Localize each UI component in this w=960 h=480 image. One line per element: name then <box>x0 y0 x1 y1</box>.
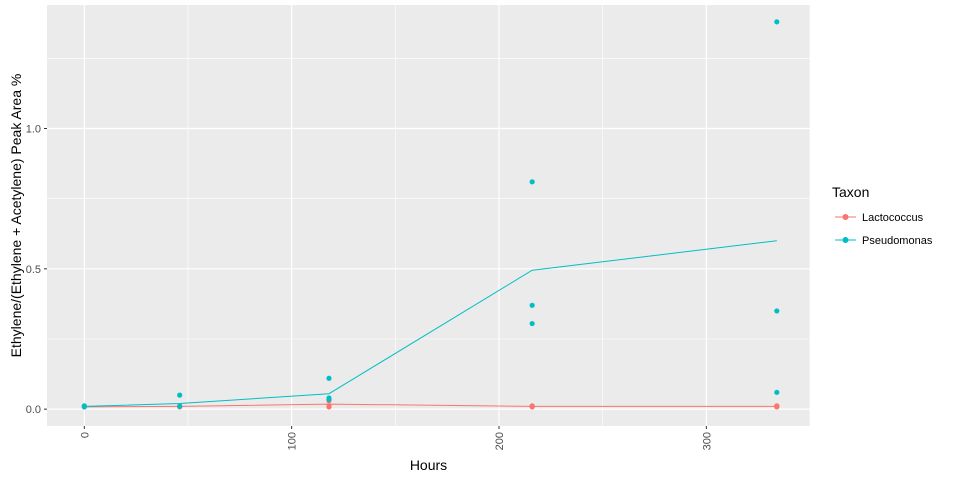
legend-label-lactococcus: Lactococcus <box>862 212 924 224</box>
plot-background <box>47 5 810 426</box>
data-point-pseudomonas <box>177 392 183 398</box>
x-axis-title: Hours <box>410 457 447 473</box>
y-tick-label: 0.0 <box>26 404 41 416</box>
data-point-pseudomonas <box>529 302 535 308</box>
legend-title: Taxon <box>832 184 869 200</box>
series-pseudomonas <box>81 19 780 410</box>
grid <box>47 5 811 426</box>
data-point-pseudomonas <box>774 19 780 25</box>
y-tick-label: 1.0 <box>26 123 41 135</box>
data-point-pseudomonas <box>529 320 535 327</box>
x-tick-label: 0 <box>79 432 91 438</box>
data-point-lactococcus <box>326 403 332 409</box>
legend-item-pseudomonas: Pseudomonas <box>835 235 933 247</box>
x-tick-label: 300 <box>701 432 713 450</box>
data-point-pseudomonas <box>529 179 535 185</box>
data-point-pseudomonas <box>81 403 87 409</box>
data-point-pseudomonas <box>774 308 780 314</box>
data-point-pseudomonas <box>177 403 183 409</box>
axes: 0 100 200 300 0.0 0.5 1.0 <box>26 123 714 450</box>
legend: Taxon Lactococcus Pseudomonas <box>832 184 933 247</box>
data-point-pseudomonas <box>326 396 332 402</box>
y-tick-label: 0.5 <box>26 264 41 276</box>
x-tick-label: 100 <box>287 432 299 450</box>
legend-key-point-pseudomonas <box>842 237 849 243</box>
data-point-lactococcus <box>529 403 535 409</box>
data-point-pseudomonas <box>326 375 332 381</box>
y-axis-title: Ethylene/(Ethylene + Acetylene) Peak Are… <box>8 74 24 358</box>
series-line-pseudomonas <box>84 240 777 407</box>
data-point-pseudomonas <box>774 389 780 395</box>
legend-key-point-lactococcus <box>842 214 849 220</box>
data-point-lactococcus <box>774 403 780 409</box>
x-tick-label: 200 <box>494 432 506 450</box>
legend-label-pseudomonas: Pseudomonas <box>862 235 933 247</box>
series-layer <box>81 19 780 410</box>
legend-item-lactococcus: Lactococcus <box>835 212 924 224</box>
